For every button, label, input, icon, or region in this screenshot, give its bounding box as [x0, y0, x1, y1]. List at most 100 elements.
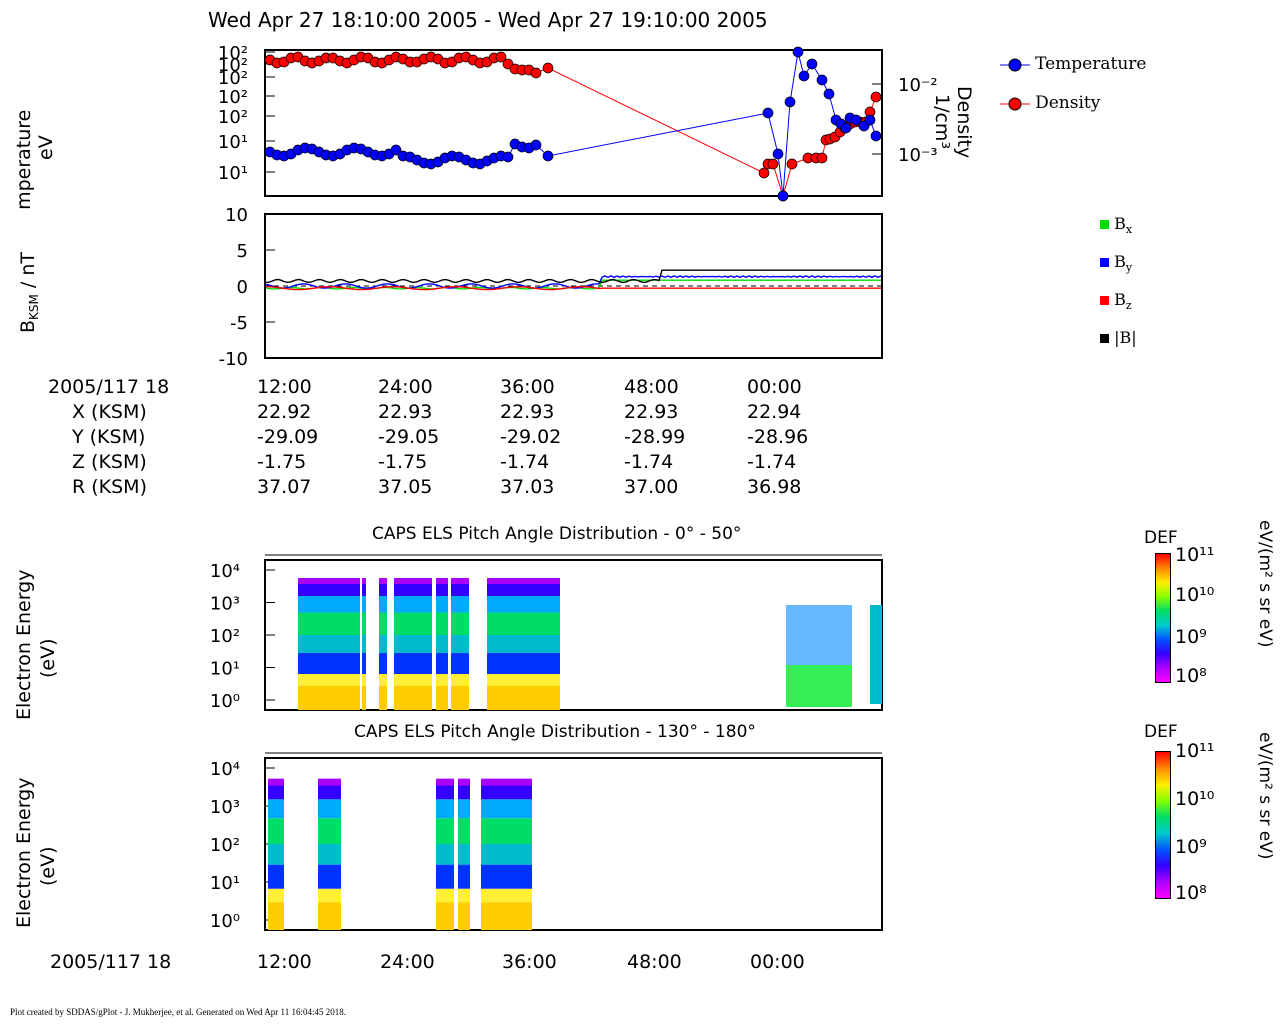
- temperature-tick-label: 10²: [218, 43, 248, 64]
- temperature-tick-label: 10²: [218, 55, 248, 76]
- time-row-label: 2005/117 18: [48, 376, 170, 398]
- spectrogram-band: [394, 674, 432, 686]
- density-point: [495, 51, 507, 63]
- density-axis-title-2: 1/cm³: [931, 94, 953, 149]
- ephemeris-value: 37.03: [500, 476, 555, 498]
- density-line: [269, 56, 877, 198]
- spectrogram-band: [362, 578, 366, 584]
- spectrogram-band: [451, 653, 469, 674]
- bmag-legend-item: |B|: [1100, 328, 1137, 366]
- spectrogram-band: [436, 578, 448, 584]
- spectrogram-band: [451, 578, 469, 584]
- temperature-point: [390, 144, 402, 156]
- spectrogram-band: [870, 605, 882, 704]
- temperature-point: [772, 148, 784, 160]
- spectrogram-band: [379, 686, 387, 710]
- spectrogram-band: [268, 799, 284, 819]
- temperature-point: [806, 58, 818, 70]
- spectrogram-band: [436, 785, 454, 800]
- spectrogram-band: [379, 635, 387, 653]
- temperature-plot-frame: [264, 49, 883, 197]
- spectrogram-band: [318, 778, 341, 786]
- colorbar-2-tick-1: 10¹⁰: [1175, 788, 1215, 810]
- pad2-plot-frame: [264, 757, 883, 931]
- spectrogram-band: [451, 686, 469, 710]
- spectrogram-band: [298, 578, 360, 584]
- spectrogram-band: [394, 653, 432, 674]
- spectrogram-band: [298, 635, 360, 653]
- ephemeris-row-label: Y (KSM): [72, 426, 146, 448]
- bfield-tick-label: 10: [225, 205, 248, 226]
- temperature-density-lines: [269, 51, 877, 198]
- footer-credit: Plot created by SDDAS/gPlot - J. Mukherj…: [10, 1007, 346, 1017]
- spectrogram-band: [436, 635, 448, 653]
- colorbar-2: DEF 10¹¹ 10¹⁰ 10⁹ 10⁸ eV/(m² s sr eV): [1140, 722, 1280, 904]
- ephemeris-value: -29.05: [378, 426, 440, 448]
- spectrogram-band: [379, 653, 387, 674]
- temperature-point: [530, 139, 542, 151]
- spectrogram-band: [362, 653, 366, 674]
- spectrogram-band: [481, 785, 532, 800]
- temperature-tick-label: 10²: [218, 87, 248, 108]
- bfield-tick-label: 0: [237, 277, 248, 298]
- temperature-tick-label: 10¹: [218, 163, 248, 184]
- temperature-axis-title: Temperature eV: [13, 110, 57, 210]
- by-legend-label: By: [1114, 252, 1133, 275]
- spectrogram-band: [379, 612, 387, 635]
- spectrogram-band: [394, 686, 432, 710]
- ephemeris-row-label: Z (KSM): [72, 451, 147, 473]
- spectrogram-band: [268, 818, 284, 844]
- spectrogram-band: [451, 596, 469, 613]
- spectrogram-band: [481, 864, 532, 889]
- temperature-point: [502, 151, 514, 163]
- spectrogram-band: [786, 665, 852, 707]
- spectrogram-band: [436, 818, 454, 844]
- time-tick-1: 24:00: [378, 376, 433, 398]
- colorbar-2-gradient: [1155, 751, 1171, 899]
- bfield-legend: Bx By Bz |B|: [1100, 214, 1137, 366]
- temperature-point: [816, 74, 828, 86]
- colorbar-2-title: DEF: [1144, 722, 1178, 742]
- temperature-tick-label: 10²: [218, 68, 248, 89]
- pad1-heatmap: [298, 578, 882, 710]
- spectrogram-band: [458, 799, 470, 819]
- bz-line: [266, 285, 881, 291]
- spectrogram-band: [318, 818, 341, 844]
- spectrogram-band: [436, 844, 454, 865]
- bz-legend-label: Bz: [1114, 290, 1132, 313]
- density-right-ticks: 10⁻² 10⁻³: [872, 75, 938, 166]
- ephemeris-row-label: R (KSM): [72, 476, 147, 498]
- temperature-legend-marker: [1000, 58, 1030, 71]
- spectrogram-band: [318, 902, 341, 930]
- density-legend-label: Density: [1035, 93, 1101, 113]
- temperature-tick-label: 10¹: [218, 132, 248, 153]
- density-axis-title-1: Density: [953, 86, 975, 158]
- spectrogram-band: [451, 612, 469, 635]
- temperature-point: [870, 130, 882, 142]
- spectrogram-band: [394, 596, 432, 613]
- spectrogram-band: [458, 902, 470, 930]
- spectrogram-band: [487, 674, 560, 686]
- pad2-axis-title-1: Electron Energy: [13, 778, 35, 929]
- colorbar-1-gradient: [1155, 553, 1171, 683]
- spectrogram-band: [394, 635, 432, 653]
- bfield-y-ticks: 10 5 0 -5 -10: [219, 205, 275, 370]
- density-point: [767, 158, 779, 170]
- density-tick-label: 10⁻²: [898, 75, 938, 96]
- spectrogram-band: [318, 864, 341, 889]
- spectrogram-band: [481, 902, 532, 930]
- ephemeris-value: 37.00: [624, 476, 679, 498]
- spectrogram-band: [436, 888, 454, 903]
- time-tick-3: 48:00: [624, 376, 679, 398]
- spectrogram-band: [487, 612, 560, 635]
- ephemeris-value: 37.05: [378, 476, 433, 498]
- bz-legend-item: Bz: [1100, 290, 1137, 328]
- spectrogram-band: [318, 799, 341, 819]
- spectrogram-band: [362, 612, 366, 635]
- page-title: Wed Apr 27 18:10:00 2005 - Wed Apr 27 19…: [208, 8, 768, 32]
- spectrogram-band: [487, 578, 560, 584]
- spectrogram-band: [458, 818, 470, 844]
- pad2-title: CAPS ELS Pitch Angle Distribution - 130°…: [354, 722, 756, 742]
- colorbar-1-unit: eV/(m² s sr eV): [1255, 520, 1275, 648]
